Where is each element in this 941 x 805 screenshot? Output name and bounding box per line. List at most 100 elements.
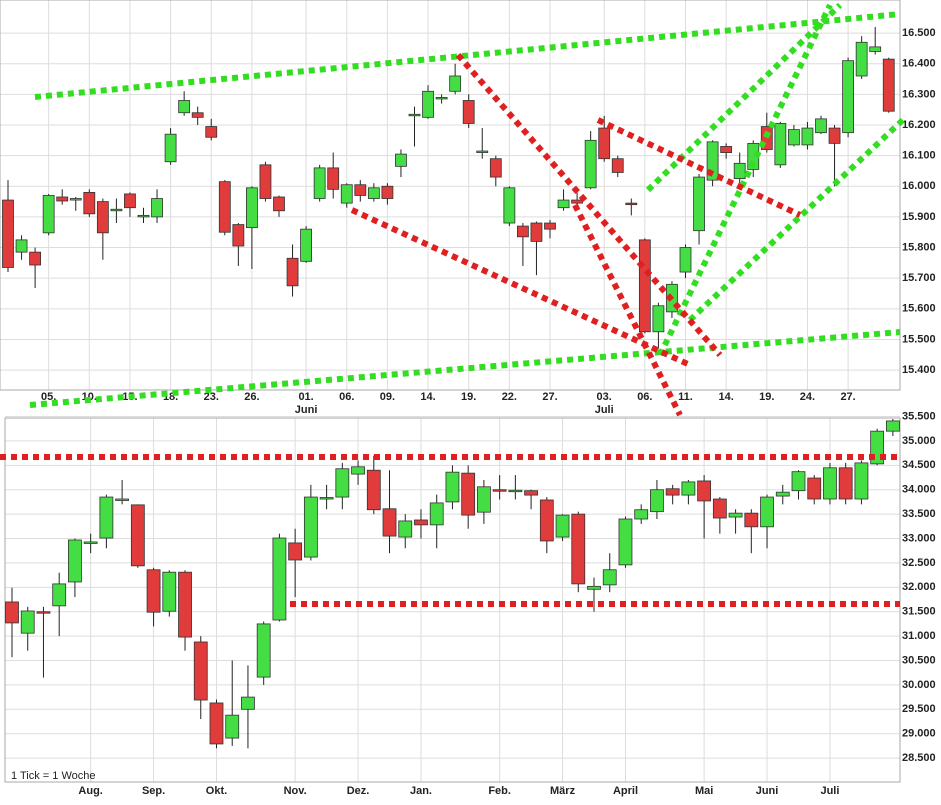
candle-body bbox=[775, 491, 790, 497]
candle-body bbox=[882, 58, 895, 112]
trend-lines bbox=[0, 2, 908, 607]
candle-body bbox=[815, 118, 827, 134]
candle-body bbox=[178, 100, 191, 114]
candle-body bbox=[760, 496, 774, 528]
candle-body bbox=[530, 222, 543, 242]
x-tick-label: Juli bbox=[820, 785, 839, 797]
candle-body bbox=[29, 251, 42, 266]
candle-body bbox=[191, 112, 204, 118]
candle-body bbox=[706, 141, 719, 181]
candle-body bbox=[598, 127, 611, 160]
candle-body bbox=[205, 126, 218, 138]
trend-line bbox=[29, 329, 901, 408]
candle-body bbox=[555, 514, 570, 538]
candle-body bbox=[193, 641, 208, 701]
candle-body bbox=[288, 542, 303, 561]
x-tick-label: April bbox=[613, 785, 638, 797]
x-tick-label: Jan. bbox=[410, 785, 432, 797]
candle-body bbox=[625, 202, 638, 206]
candle-body bbox=[272, 537, 287, 621]
candle-body bbox=[611, 158, 624, 173]
candle-body bbox=[492, 489, 507, 492]
candle-body bbox=[83, 191, 96, 215]
candle-body bbox=[42, 195, 55, 234]
candle-body bbox=[489, 158, 502, 178]
candle-body bbox=[303, 496, 318, 558]
weekly-panel: 28.500 29.000 29.500 30.000 30.500 31.000 31.5… bbox=[4, 410, 936, 797]
x-tick-label: Feb. bbox=[488, 785, 511, 797]
candle-body bbox=[665, 488, 680, 496]
candle-body bbox=[584, 139, 597, 189]
candle-body bbox=[760, 126, 773, 150]
candle-body bbox=[445, 471, 460, 503]
y-tick-label: 32.000 bbox=[902, 581, 936, 593]
candle-body bbox=[788, 129, 800, 146]
candle-body bbox=[855, 41, 868, 77]
candle-body bbox=[650, 489, 664, 513]
x-tick-label: 05. bbox=[41, 391, 56, 403]
trend-line bbox=[455, 53, 723, 357]
candle-body bbox=[381, 185, 394, 199]
y-tick-label: 15.500 bbox=[902, 333, 936, 345]
candle-body bbox=[693, 176, 705, 232]
y-tick-label: 35.000 bbox=[902, 435, 936, 447]
x-tick-label: Sep. bbox=[142, 785, 165, 797]
candle-body bbox=[382, 508, 397, 537]
plot-frame bbox=[0, 0, 901, 391]
trend-line bbox=[596, 117, 802, 218]
candle-body bbox=[20, 610, 35, 634]
candle-body bbox=[744, 512, 759, 528]
x-tick-label: 19. bbox=[461, 391, 476, 403]
x-tick-label: Aug. bbox=[78, 785, 102, 797]
x-tick-label: 19. bbox=[759, 391, 774, 403]
candle-body bbox=[728, 512, 743, 518]
candle-body bbox=[395, 153, 407, 167]
month-label: Juli bbox=[595, 404, 614, 416]
candle-body bbox=[151, 198, 163, 218]
candle-body bbox=[503, 187, 516, 224]
y-tick-label: 16.000 bbox=[902, 180, 936, 192]
x-tick-label: 14. bbox=[719, 391, 734, 403]
candle-body bbox=[422, 90, 434, 118]
candle-body bbox=[286, 257, 299, 287]
x-tick-label: März bbox=[550, 785, 576, 797]
candle-body bbox=[517, 225, 529, 238]
trend-line bbox=[34, 11, 901, 100]
x-tick-label: 22. bbox=[502, 391, 517, 403]
candle-body bbox=[712, 498, 727, 519]
y-tick-label: 29.000 bbox=[902, 728, 936, 740]
candle-body bbox=[449, 75, 462, 92]
candle-body bbox=[340, 184, 353, 204]
candle-body bbox=[414, 519, 428, 526]
candle-body bbox=[2, 199, 14, 268]
y-tick-label: 15.600 bbox=[902, 303, 936, 315]
y-tick-label: 16.100 bbox=[902, 150, 936, 162]
candle-body bbox=[99, 496, 114, 539]
candle-body bbox=[828, 127, 841, 144]
candle-body bbox=[313, 167, 326, 199]
candle-body bbox=[300, 228, 313, 262]
x-tick-label: 09. bbox=[380, 391, 395, 403]
note: 1 Tick = 1 Woche bbox=[11, 770, 95, 782]
candle-body bbox=[398, 520, 413, 538]
candle-body bbox=[130, 504, 145, 567]
y-tick-label: 29.500 bbox=[902, 703, 936, 715]
candle-body bbox=[807, 477, 822, 500]
candle-body bbox=[508, 489, 523, 493]
candle-body bbox=[462, 100, 475, 124]
candle-body bbox=[351, 466, 365, 475]
candle-body bbox=[842, 60, 854, 134]
y-tick-label: 30.000 bbox=[902, 679, 936, 691]
candle-body bbox=[15, 239, 28, 253]
candle-body bbox=[544, 222, 556, 230]
candle-body bbox=[354, 184, 367, 196]
candle-body bbox=[52, 583, 67, 607]
candle-body bbox=[110, 208, 123, 212]
y-tick-label: 15.400 bbox=[902, 364, 936, 376]
candle-body bbox=[838, 467, 853, 500]
candle-body bbox=[539, 499, 554, 542]
candle-body bbox=[164, 133, 177, 163]
trend-line bbox=[350, 207, 692, 368]
candle-body bbox=[435, 97, 448, 100]
y-tick-label: 28.500 bbox=[902, 752, 936, 764]
